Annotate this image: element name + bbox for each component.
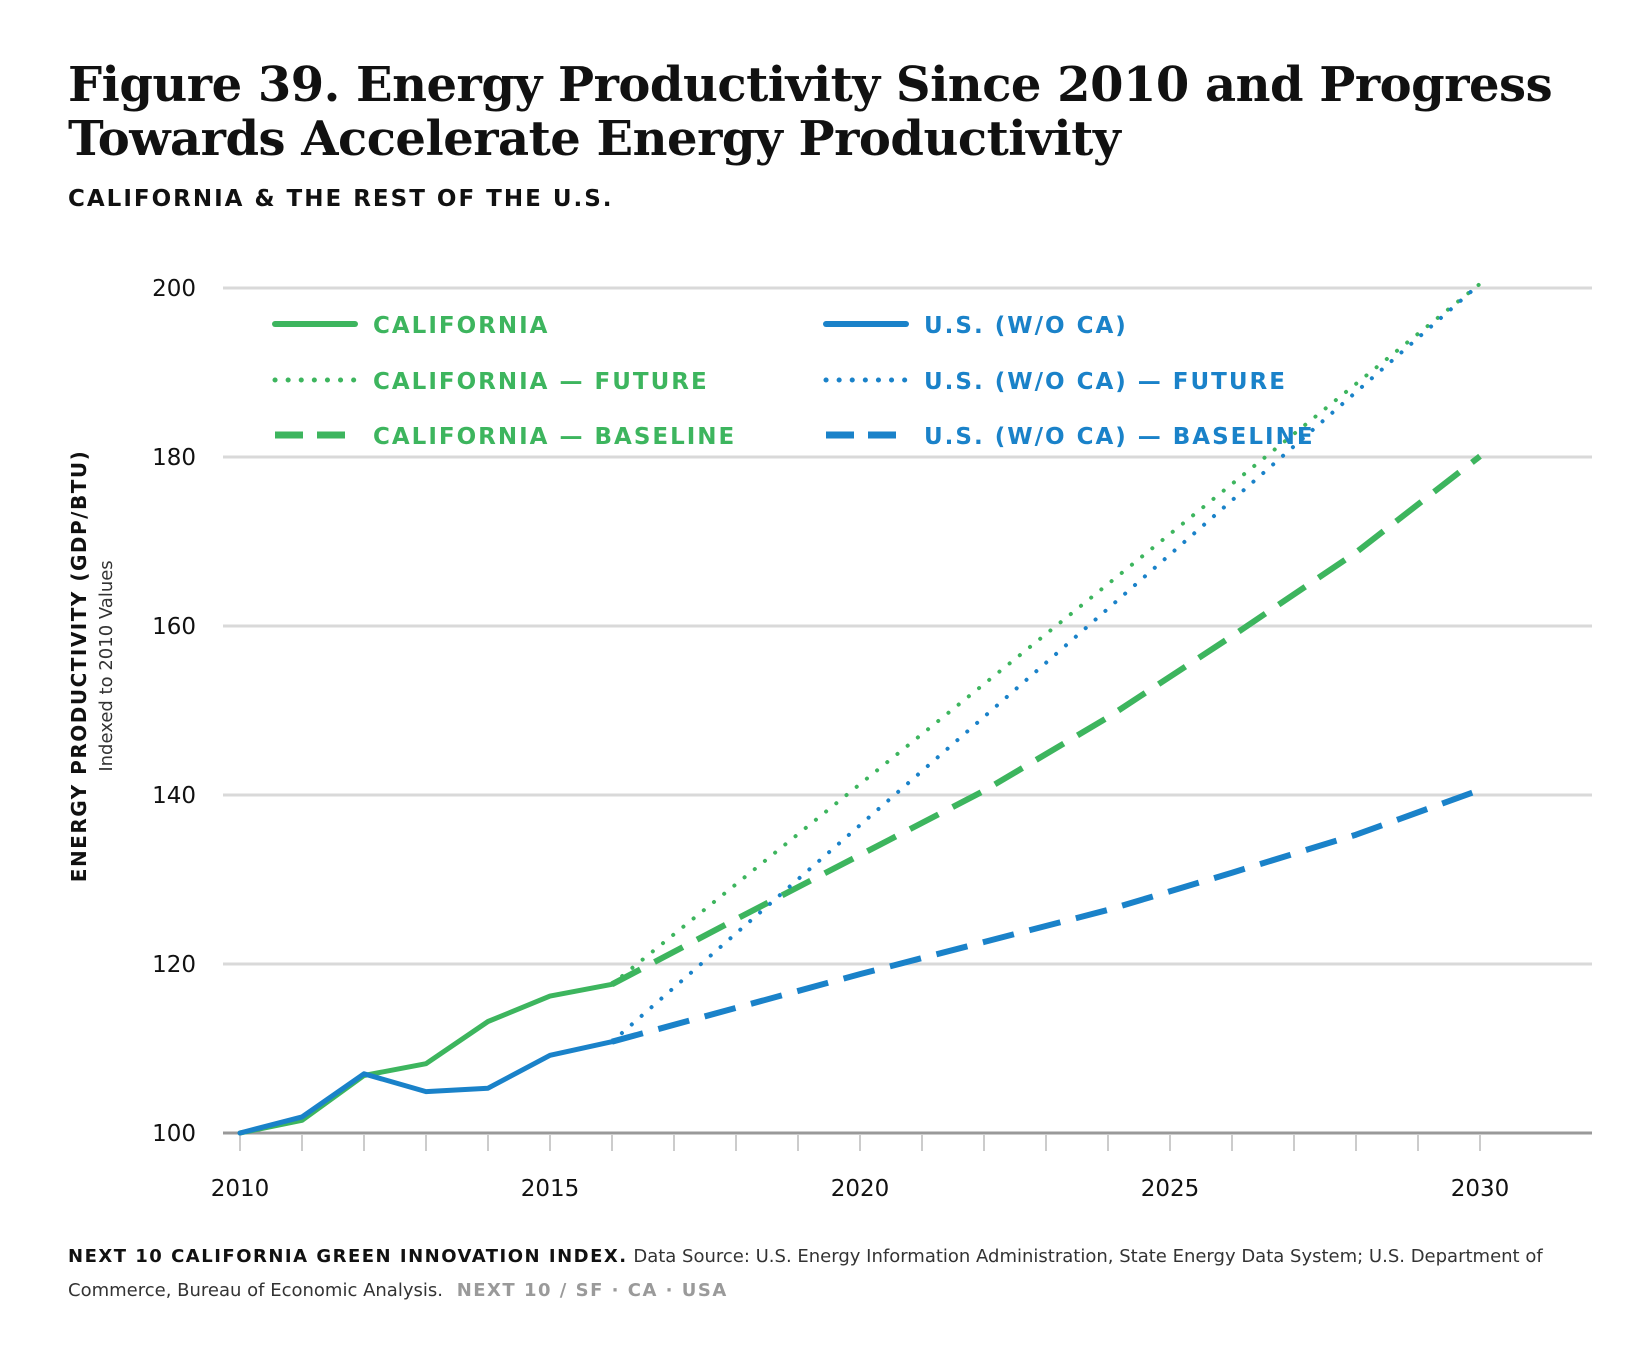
footer-source: Data Source: U.S. Energy Information Adm… (68, 1246, 1543, 1301)
y-axis-subtitle: Indexed to 2010 Values (96, 560, 117, 771)
footer-tag: NEXT 10 / SF · CA · USA (456, 1280, 728, 1301)
legend-label: CALIFORNIA — BASELINE (373, 424, 736, 450)
y-tick-label: 180 (152, 445, 196, 471)
series-line-california (237, 981, 615, 1136)
footer-brand: NEXT 10 CALIFORNIA GREEN INNOVATION INDE… (68, 1246, 628, 1267)
x-tick-label: 2025 (1141, 1176, 1200, 1202)
y-tick-label: 120 (152, 952, 196, 978)
series-line-u-s-w-o-ca-baseline (611, 787, 1482, 1045)
x-tick-label: 2020 (831, 1176, 890, 1202)
y-axis-labels: 100 120 140 160 180 200 (152, 276, 196, 1147)
series-line-california-baseline (610, 453, 1482, 987)
legend-label: CALIFORNIA (373, 313, 549, 339)
x-tick-label: 2015 (521, 1176, 580, 1202)
series-line-california-future (610, 281, 1482, 987)
series-lines (237, 281, 1482, 1136)
chart-title: Figure 39. Energy Productivity Since 201… (68, 57, 1553, 167)
x-axis (223, 1131, 1592, 1151)
x-axis-labels: 2010 2015 2020 2025 2030 (211, 1176, 1510, 1202)
legend-label: U.S. (W/O CA) (924, 313, 1128, 339)
series-line-u-s-w-o-ca-future (610, 281, 1482, 1044)
series-line-u-s-w-o-ca (237, 1039, 615, 1136)
x-tick-label: 2010 (211, 1176, 270, 1202)
x-tick-label: 2030 (1451, 1176, 1510, 1202)
legend-label: CALIFORNIA — FUTURE (373, 369, 709, 395)
y-tick-label: 160 (152, 614, 196, 640)
legend: CALIFORNIA CALIFORNIA — FUTURE CALIFORNIA … (272, 313, 1315, 450)
chart-subtitle: CALIFORNIA & THE REST OF THE U.S. (68, 186, 614, 212)
footer: NEXT 10 CALIFORNIA GREEN INNOVATION INDE… (68, 1240, 1628, 1308)
legend-label: U.S. (W/O CA) — FUTURE (924, 369, 1287, 395)
y-axis-title: ENERGY PRODUCTIVITY (GDP/BTU) (67, 450, 91, 882)
y-tick-label: 140 (152, 783, 196, 809)
y-tick-label: 100 (152, 1121, 196, 1147)
gridlines (223, 286, 1592, 966)
legend-label: U.S. (W/O CA) — BASELINE (924, 424, 1315, 450)
y-tick-label: 200 (152, 276, 196, 302)
